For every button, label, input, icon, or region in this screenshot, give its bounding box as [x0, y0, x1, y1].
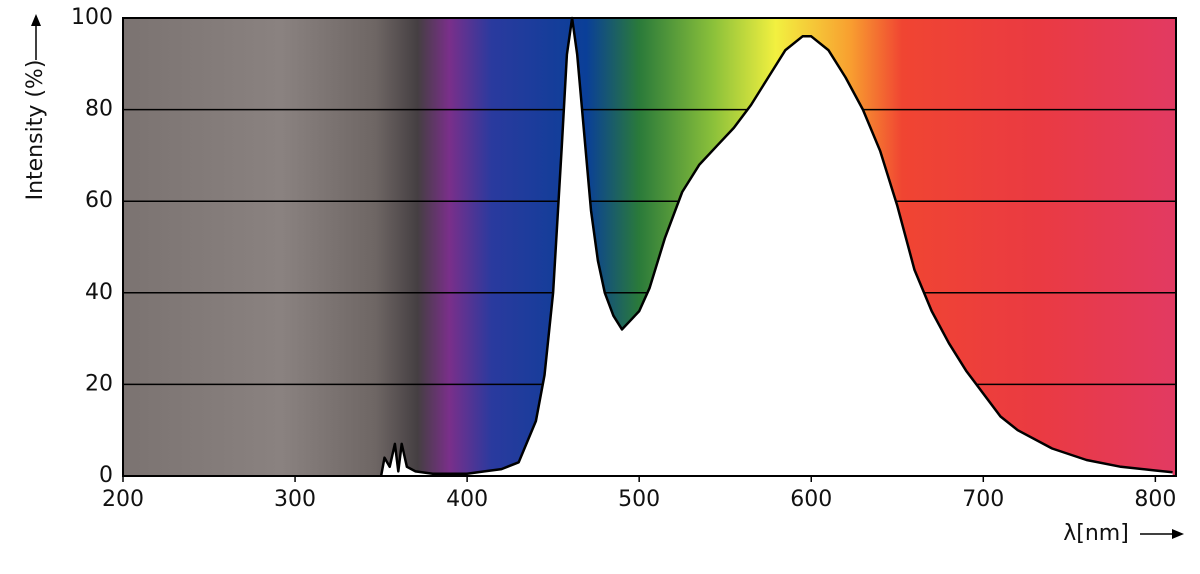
y-tick-label: 80	[85, 97, 113, 122]
x-tick-label: 600	[790, 487, 832, 512]
x-tick-label: 400	[446, 487, 488, 512]
x-tick-label: 500	[618, 487, 660, 512]
y-tick-label: 40	[85, 280, 113, 305]
x-axis-label: λ[nm]	[1063, 521, 1129, 546]
x-tick-label: 800	[1134, 487, 1176, 512]
plot	[379, 16, 1173, 477]
x-arrow-head	[1172, 529, 1184, 539]
x-tick-label: 700	[962, 487, 1004, 512]
y-tick-label: 20	[85, 371, 113, 396]
y-tick-label: 0	[99, 463, 113, 488]
x-tick-label: 200	[102, 487, 144, 512]
spectrum-line	[379, 16, 1173, 477]
area-fill	[381, 18, 1173, 476]
x-tick-label: 300	[274, 487, 316, 512]
y-tick-label: 100	[71, 5, 113, 30]
plot-frame	[122, 17, 1177, 477]
y-arrow-head	[31, 14, 41, 26]
y-axis-label: Intensity (%)	[23, 60, 48, 201]
y-tick-label: 60	[85, 188, 113, 213]
